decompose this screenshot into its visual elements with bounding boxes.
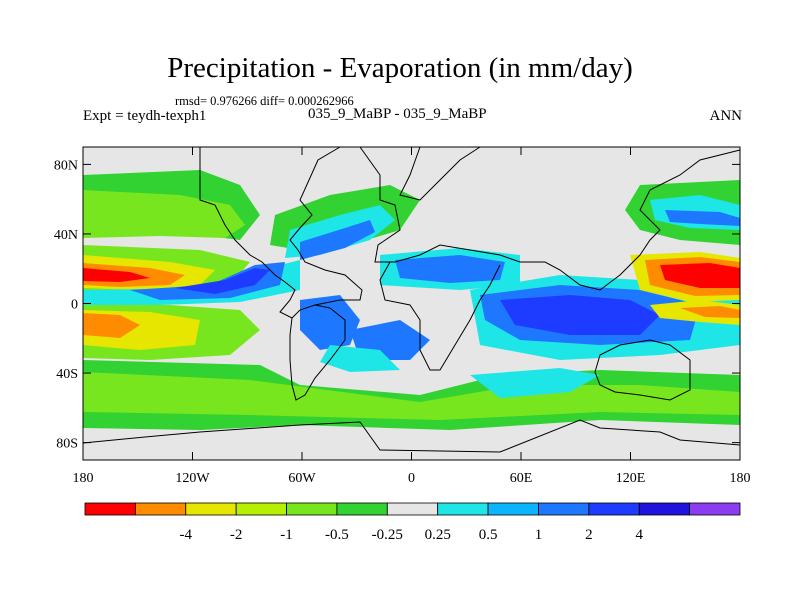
field-south-atlantic-cyan — [320, 345, 400, 372]
colorbar-label: -2 — [230, 527, 243, 543]
y-tick-label: 0 — [71, 298, 78, 313]
x-tick-label: 60E — [510, 471, 533, 486]
y-tick-label: 80S — [56, 437, 78, 452]
field-atlantic-eq-blue — [395, 255, 505, 283]
y-axis-ticks: 80N 40N 0 40S 80S — [54, 158, 740, 452]
field-itcz-darkblue — [175, 268, 270, 294]
season-label: ANN — [709, 108, 743, 124]
x-tick-label: 180 — [730, 471, 751, 486]
colorbar: -4 -2 -1 -0.5 -0.25 0.25 0.5 1 2 4 — [84, 502, 741, 543]
y-tick-label: 40S — [56, 367, 78, 382]
field-pacific-north-red — [83, 268, 150, 282]
colorbar-label: 0.25 — [425, 527, 451, 543]
colorbar-swatch — [588, 502, 640, 516]
coast-greenland — [399, 146, 481, 201]
colorbar-label: 2 — [585, 527, 593, 543]
x-tick-label: 120E — [616, 471, 646, 486]
x-tick-label: 60W — [288, 471, 316, 486]
colorbar-swatch — [235, 502, 287, 516]
colorbar-swatch — [689, 502, 741, 516]
field-indian-darkblue — [500, 295, 660, 335]
field-west-pacific-south-red — [680, 306, 740, 318]
field-north-atlantic-blue — [300, 220, 375, 260]
field-south-ocean-cyan — [470, 368, 600, 398]
colorbar-swatch — [185, 502, 237, 516]
field-pacific-south-orange — [83, 313, 140, 338]
coast-africa — [379, 261, 501, 371]
x-tick-label: 0 — [408, 471, 415, 486]
x-tick-label: 120W — [175, 471, 210, 486]
plot-title: Precipitation - Evaporation (in mm/day) — [167, 52, 633, 84]
colorbar-swatch — [84, 502, 136, 516]
colorbar-swatch — [134, 502, 187, 516]
coast-antarctica — [82, 419, 741, 453]
colorbar-swatch — [437, 502, 489, 516]
y-tick-label: 40N — [54, 228, 78, 243]
coast-south-america — [289, 304, 346, 401]
colorbar-label: -1 — [280, 527, 293, 543]
colorbar-swatch — [336, 502, 388, 516]
colorbar-label: 0.5 — [479, 527, 498, 543]
field-nw-pacific-red — [660, 263, 740, 288]
field-south-belt-lightgreen — [83, 372, 740, 420]
coastlines — [82, 146, 741, 453]
coast-australia — [594, 339, 691, 401]
colorbar-label: -0.25 — [372, 527, 403, 543]
colorbar-label: 1 — [535, 527, 543, 543]
colorbar-swatch — [386, 502, 439, 516]
colorbar-label: 4 — [635, 527, 643, 543]
x-axis-ticks: 180 120W 60W 0 60E 120E 180 — [73, 147, 751, 486]
colorbar-swatch — [286, 502, 338, 516]
coast-eurasia — [359, 146, 741, 291]
stats-line: rmsd= 0.976266 diff= 0.000262966 — [175, 94, 354, 108]
coast-north-america — [199, 146, 363, 319]
y-tick-label: 80N — [54, 158, 78, 173]
colorbar-label: -4 — [180, 527, 193, 543]
case-label: 035_9_MaBP - 035_9_MaBP — [308, 106, 487, 122]
colorbar-swatch — [487, 502, 539, 516]
colorbar-swatch — [538, 502, 590, 516]
colorbar-label: -0.5 — [325, 527, 349, 543]
precip-evap-field — [83, 147, 740, 460]
colorbar-swatch — [638, 502, 691, 516]
experiment-label: Expt = teydh-texph1 — [83, 108, 207, 124]
field-west-pacific-blue — [665, 210, 740, 226]
x-tick-label: 180 — [73, 471, 94, 486]
